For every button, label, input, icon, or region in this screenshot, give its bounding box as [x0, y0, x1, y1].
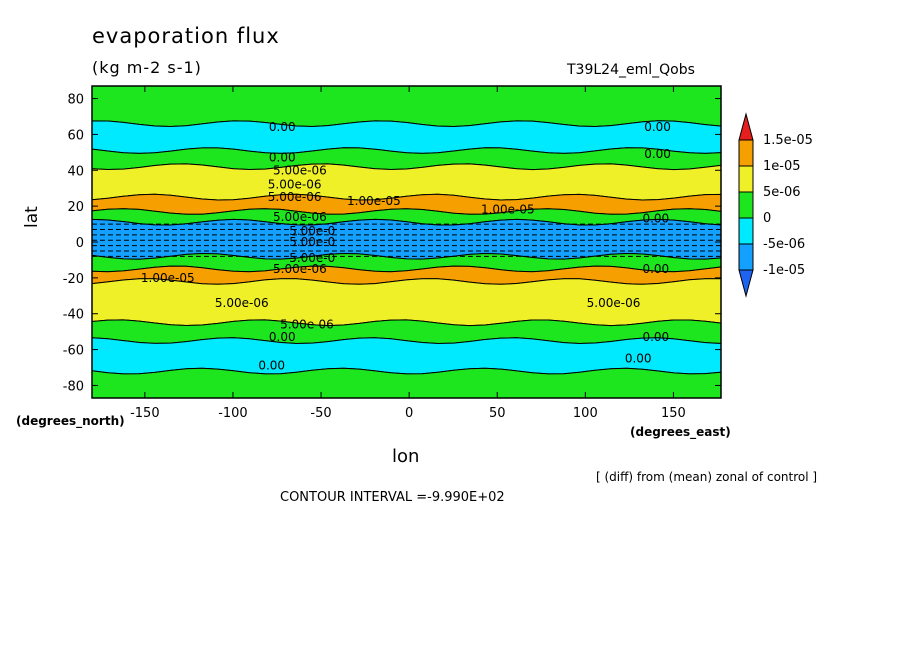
colorbar-segment: [738, 165, 754, 193]
x-tick-label: 50: [489, 406, 506, 421]
contour-label: 0.00: [642, 212, 669, 226]
contour-label: 5.00e-06: [268, 178, 322, 192]
x-tick-label: -100: [218, 406, 248, 421]
contour-label: 5.00e-0: [289, 251, 335, 265]
colorbar-label: -1e-05: [763, 263, 805, 278]
y-tick-label: -80: [63, 379, 84, 394]
colorbar-label: 1e-05: [763, 159, 801, 174]
contour-label: 0.00: [625, 352, 652, 366]
colorbar-label: 5e-06: [763, 185, 801, 200]
contour-label: 0.00: [258, 359, 285, 373]
contour-label: 0.00: [269, 151, 296, 165]
contour-label: 5.00e-06: [280, 317, 334, 331]
x-tick-label: 100: [573, 406, 598, 421]
x-axis-label: lon: [392, 446, 420, 467]
x-tick-label: -50: [310, 406, 331, 421]
y-tick-label: -40: [63, 308, 84, 323]
y-tick-label: 40: [67, 164, 84, 179]
contour-label: 5.00e-06: [268, 190, 322, 204]
contour-label: 0.00: [644, 120, 671, 134]
y-tick-label: 60: [67, 128, 84, 143]
contour-label: 5.00e-06: [273, 262, 327, 276]
contour-label: 0.00: [644, 147, 671, 161]
contour-label: 0.00: [269, 330, 296, 344]
colorbar-segment: [738, 217, 754, 245]
run-label: T39L24_eml_Qobs: [567, 62, 695, 78]
y-tick-label: 80: [67, 93, 84, 108]
contour-label: 1.00e-05: [347, 194, 401, 208]
y-tick-label: -20: [63, 272, 84, 287]
contour-label: 1.00e-05: [141, 271, 195, 285]
chart-title: evaporation flux: [92, 24, 280, 48]
diff-note: [ (diff) from (mean) zonal of control ]: [596, 470, 818, 484]
colorbar-label: 0: [763, 211, 771, 226]
x-tick-label: 150: [661, 406, 686, 421]
contour-label: 5.00e-0: [289, 224, 335, 238]
colorbar-segment: [738, 139, 754, 167]
y-axis-unit: (degrees_north): [16, 414, 125, 428]
x-axis-unit: (degrees_east): [630, 425, 731, 439]
contour-label: 5.00e-06: [587, 296, 641, 310]
colorbar-segment: [738, 243, 754, 271]
contour-label: 5.00e-06: [215, 296, 269, 310]
contour-label: 0.00: [642, 262, 669, 276]
contour-label: 1.00e-05: [481, 203, 535, 217]
zonal-band: [91, 85, 722, 128]
x-tick-label: 0: [405, 406, 413, 421]
colorbar-top-arrow: [738, 112, 754, 141]
contour-label: 0.00: [269, 120, 296, 134]
x-tick-label: -150: [130, 406, 160, 421]
colorbar-label: 1.5e-05: [763, 133, 813, 148]
contour-interval: CONTOUR INTERVAL =-9.990E+02: [280, 490, 505, 505]
contour-label: 5.00e-06: [273, 210, 327, 224]
zonal-band: [91, 163, 722, 201]
chart-units: (kg m-2 s-1): [92, 58, 202, 77]
contour-label: 0.00: [642, 330, 669, 344]
y-tick-label: -60: [63, 344, 84, 359]
colorbar-bottom-arrow: [738, 269, 754, 298]
colorbar-label: -5e-06: [763, 237, 805, 252]
y-tick-label: 0: [76, 236, 84, 251]
colorbar-segment: [738, 191, 754, 219]
contour-label: 5.00e-0: [289, 235, 335, 249]
y-tick-label: 20: [67, 200, 84, 215]
contour-label: 5.00e-06: [273, 163, 327, 177]
